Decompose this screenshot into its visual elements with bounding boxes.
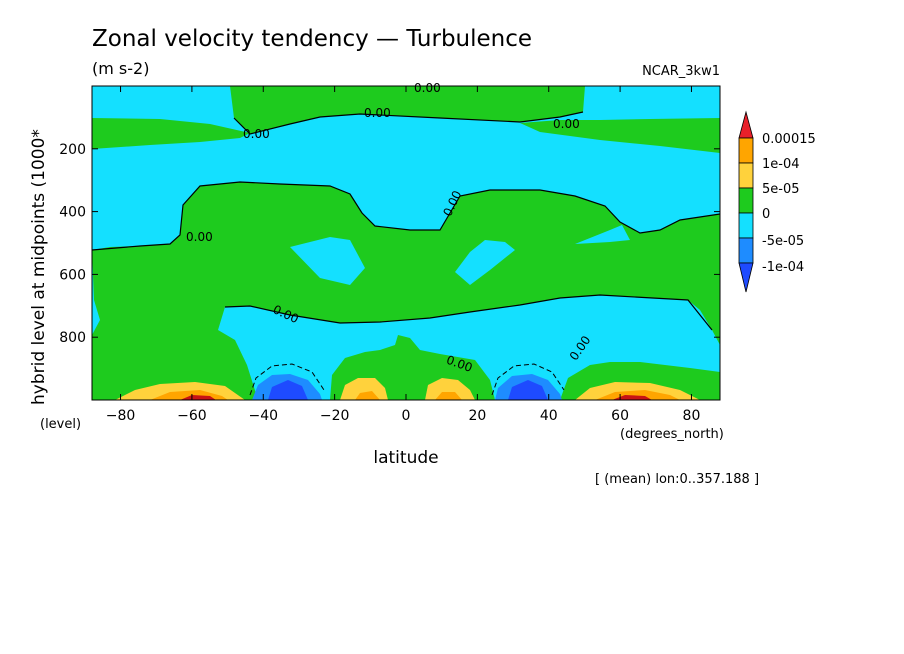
x-tick-label: 20 (468, 408, 486, 424)
contour-label: 0.00 (553, 117, 580, 131)
contour-hole-right (575, 225, 630, 244)
legend-label: -5e-05 (762, 234, 804, 249)
contour-yellow-right-center (425, 378, 475, 400)
contour-deepblue-left (268, 380, 308, 400)
contour-field (92, 86, 720, 400)
legend-label: 5e-05 (762, 182, 800, 197)
x-tick-label: 0 (402, 408, 411, 424)
contour-dashed-left (249, 363, 325, 396)
contour-label: 0.00 (186, 230, 213, 244)
legend-swatch (738, 212, 754, 239)
x-tick-label: −20 (320, 408, 350, 424)
legend-label: 0 (762, 207, 770, 222)
contour-orange-rc (435, 392, 462, 400)
legend-label: 0.00015 (762, 132, 816, 147)
contour-hole-left (290, 237, 365, 285)
x-axis-ticks: −80 −60 −40 −20 0 20 40 60 80 (106, 86, 701, 424)
legend-swatch (738, 137, 754, 164)
legend-swatch (738, 187, 754, 214)
color-legend: 0.00015 1e-04 5e-05 0 -5e-05 -1e-04 (738, 110, 816, 293)
legend-arrow-bottom (738, 262, 754, 293)
y-axis-units: (level) (40, 417, 81, 432)
contour-label: 0.00 (243, 127, 270, 141)
averaging-note: [ (mean) lon:0..357.188 ] (595, 472, 759, 487)
contour-orange-lc (355, 391, 380, 400)
x-axis-units: (degrees_north) (620, 427, 724, 442)
y-tick-label: 200 (59, 142, 86, 158)
y-axis-ticks: 200 400 600 800 (59, 142, 720, 346)
x-tick-label: 40 (540, 408, 558, 424)
contour-label: 0.00 (364, 106, 391, 120)
contour-deepblue-right (508, 380, 548, 400)
contour-hole-center (455, 240, 515, 285)
legend-swatch (738, 162, 754, 189)
zero-contour-mid (224, 294, 713, 331)
contour-top-band (230, 86, 585, 134)
y-tick-label: 800 (59, 330, 86, 346)
x-axis-label: latitude (373, 448, 438, 468)
zero-contour-top (233, 111, 584, 135)
x-tick-label: −40 (248, 408, 278, 424)
y-tick-label: 600 (59, 267, 86, 283)
legend-label: 1e-04 (762, 157, 800, 172)
contour-lower-green (92, 182, 720, 400)
chart-title: Zonal velocity tendency — Turbulence (92, 26, 532, 52)
x-tick-label: 80 (683, 408, 701, 424)
y-tick-label: 400 (59, 205, 86, 221)
contour-orange-right (595, 390, 680, 400)
x-tick-label: 60 (611, 408, 629, 424)
contour-dashed-right (491, 363, 565, 396)
y-axis-label: hybrid level at midpoints (1000* (29, 129, 49, 405)
legend-arrow-top (738, 110, 754, 139)
chart-units: (m s-2) (92, 59, 149, 78)
contour-red-right (612, 395, 652, 400)
contour-upper-right (520, 118, 720, 153)
legend-label: -1e-04 (762, 260, 804, 275)
dataset-label: NCAR_3kw1 (642, 64, 720, 79)
legend-swatch (738, 237, 754, 264)
zero-contour-lower (92, 181, 720, 251)
contour-red-left (180, 395, 216, 400)
x-tick-label: −80 (106, 408, 136, 424)
contour-label: 0.00 (414, 81, 441, 95)
contour-upper-left (92, 118, 250, 149)
contour-yellow-left-center (340, 378, 388, 400)
x-tick-label: −60 (177, 408, 207, 424)
